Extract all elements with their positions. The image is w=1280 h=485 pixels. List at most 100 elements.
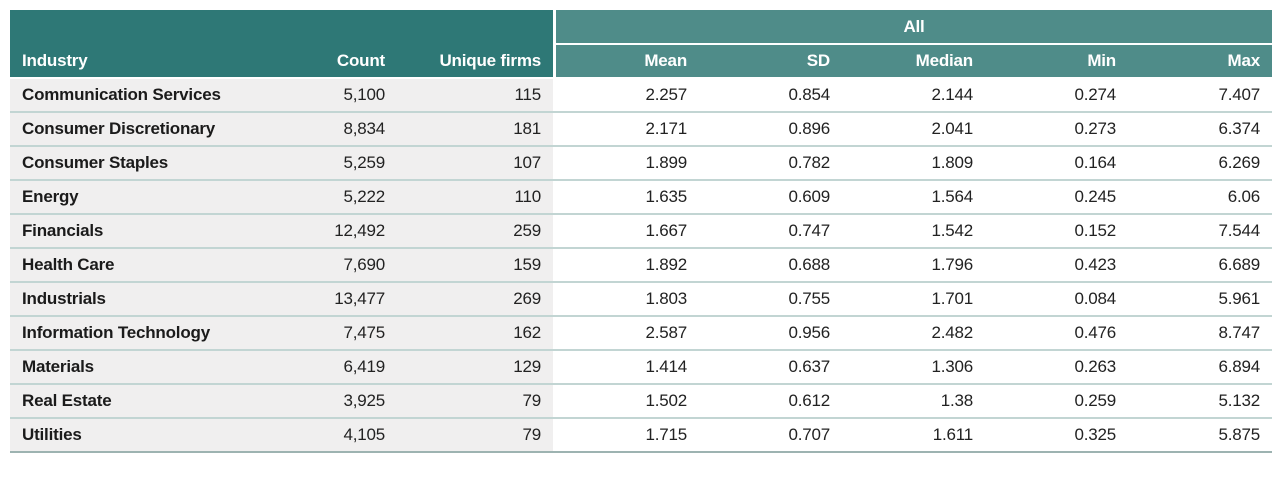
section-gap	[553, 44, 556, 79]
table-row: Energy 5,222 110 1.635 0.609 1.564 0.245 6.06	[10, 180, 1273, 215]
industry-cell: Consumer Discretionary	[10, 112, 298, 147]
count-cell: 7,690	[298, 248, 397, 283]
max-cell: 7.407	[1128, 78, 1273, 113]
unique-firms-cell: 181	[397, 112, 553, 147]
section-gap	[553, 78, 556, 113]
industry-summary-table: All Industry Count Unique firms Mean SD …	[10, 10, 1273, 453]
header-spacer	[10, 10, 553, 44]
mean-cell: 1.899	[556, 146, 699, 181]
min-cell: 0.423	[985, 248, 1128, 283]
table-row: Consumer Staples 5,259 107 1.899 0.782 1.809 0…	[10, 146, 1273, 181]
mean-cell: 1.803	[556, 282, 699, 317]
median-cell: 1.306	[842, 350, 985, 385]
median-cell: 1.809	[842, 146, 985, 181]
sd-cell: 0.956	[699, 316, 842, 351]
table-row: Consumer Discretionary 8,834 181 2.171 0.896…	[10, 112, 1273, 147]
count-cell: 5,222	[298, 180, 397, 215]
unique-firms-cell: 259	[397, 214, 553, 249]
industry-cell: Materials	[10, 350, 298, 385]
column-header-industry: Industry	[10, 44, 298, 79]
min-cell: 0.263	[985, 350, 1128, 385]
industry-cell: Energy	[10, 180, 298, 215]
min-cell: 0.273	[985, 112, 1128, 147]
unique-firms-cell: 269	[397, 282, 553, 317]
mean-cell: 1.715	[556, 418, 699, 452]
median-cell: 2.041	[842, 112, 985, 147]
sd-cell: 0.896	[699, 112, 842, 147]
median-cell: 2.482	[842, 316, 985, 351]
sd-cell: 0.688	[699, 248, 842, 283]
unique-firms-cell: 115	[397, 78, 553, 113]
mean-cell: 2.587	[556, 316, 699, 351]
median-cell: 2.144	[842, 78, 985, 113]
industry-cell: Real Estate	[10, 384, 298, 419]
min-cell: 0.084	[985, 282, 1128, 317]
sd-cell: 0.854	[699, 78, 842, 113]
max-cell: 5.875	[1128, 418, 1273, 452]
count-cell: 12,492	[298, 214, 397, 249]
table-row: Information Technology 7,475 162 2.587 0.956…	[10, 316, 1273, 351]
count-cell: 3,925	[298, 384, 397, 419]
unique-firms-cell: 162	[397, 316, 553, 351]
column-header-max: Max	[1128, 44, 1273, 79]
min-cell: 0.245	[985, 180, 1128, 215]
count-cell: 5,100	[298, 78, 397, 113]
industry-cell: Consumer Staples	[10, 146, 298, 181]
table-row: Utilities 4,105 79 1.715 0.707 1.611 0.325 5.87…	[10, 418, 1273, 452]
industry-cell: Information Technology	[10, 316, 298, 351]
sd-cell: 0.747	[699, 214, 842, 249]
section-gap	[553, 10, 556, 45]
sd-cell: 0.755	[699, 282, 842, 317]
table-header: All Industry Count Unique firms Mean SD …	[10, 10, 1273, 79]
count-cell: 13,477	[298, 282, 397, 317]
group-header-all: All	[556, 10, 1273, 45]
mean-cell: 1.635	[556, 180, 699, 215]
table-row: Materials 6,419 129 1.414 0.637 1.306 0.263 6.8…	[10, 350, 1273, 385]
industry-cell: Financials	[10, 214, 298, 249]
max-cell: 6.374	[1128, 112, 1273, 147]
industry-cell: Health Care	[10, 248, 298, 283]
mean-cell: 2.257	[556, 78, 699, 113]
section-gap	[553, 112, 556, 147]
industry-cell: Industrials	[10, 282, 298, 317]
group-header-row: All	[10, 10, 1273, 45]
stats-table-page: All Industry Count Unique firms Mean SD …	[10, 10, 1273, 453]
max-cell: 6.06	[1128, 180, 1273, 215]
median-cell: 1.542	[842, 214, 985, 249]
table-row: Industrials 13,477 269 1.803 0.755 1.701 0.084…	[10, 282, 1273, 317]
min-cell: 0.325	[985, 418, 1128, 452]
max-cell: 5.132	[1128, 384, 1273, 419]
column-header-min: Min	[985, 44, 1128, 79]
mean-cell: 2.171	[556, 112, 699, 147]
section-gap	[553, 384, 556, 419]
count-cell: 7,475	[298, 316, 397, 351]
mean-cell: 1.892	[556, 248, 699, 283]
median-cell: 1.38	[842, 384, 985, 419]
min-cell: 0.476	[985, 316, 1128, 351]
table-row: Financials 12,492 259 1.667 0.747 1.542 0.152 7…	[10, 214, 1273, 249]
table-body: Communication Services 5,100 115 2.257 0.854…	[10, 78, 1273, 452]
column-header-row: Industry Count Unique firms Mean SD Medi…	[10, 44, 1273, 79]
max-cell: 6.689	[1128, 248, 1273, 283]
sd-cell: 0.637	[699, 350, 842, 385]
max-cell: 6.894	[1128, 350, 1273, 385]
mean-cell: 1.667	[556, 214, 699, 249]
sd-cell: 0.707	[699, 418, 842, 452]
table-row: Health Care 7,690 159 1.892 0.688 1.796 0.423 6…	[10, 248, 1273, 283]
max-cell: 6.269	[1128, 146, 1273, 181]
section-gap	[553, 316, 556, 351]
column-header-unique-firms: Unique firms	[397, 44, 553, 79]
sd-cell: 0.782	[699, 146, 842, 181]
median-cell: 1.611	[842, 418, 985, 452]
count-cell: 5,259	[298, 146, 397, 181]
unique-firms-cell: 110	[397, 180, 553, 215]
section-gap	[553, 248, 556, 283]
column-header-mean: Mean	[556, 44, 699, 79]
min-cell: 0.274	[985, 78, 1128, 113]
industry-cell: Communication Services	[10, 78, 298, 113]
max-cell: 8.747	[1128, 316, 1273, 351]
min-cell: 0.164	[985, 146, 1128, 181]
mean-cell: 1.414	[556, 350, 699, 385]
max-cell: 5.961	[1128, 282, 1273, 317]
mean-cell: 1.502	[556, 384, 699, 419]
